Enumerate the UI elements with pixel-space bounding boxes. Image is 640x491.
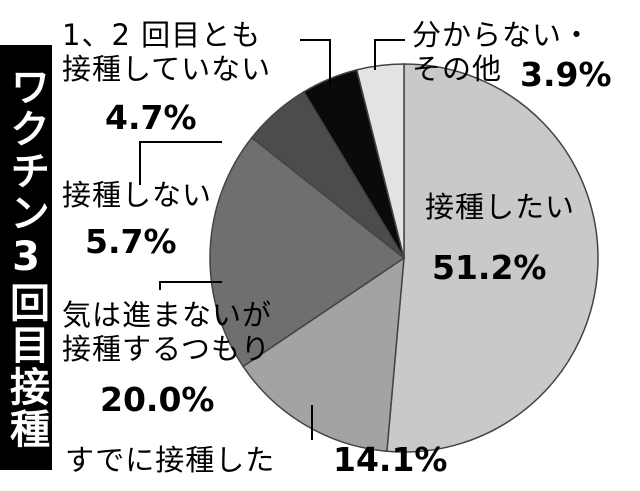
leader-line (300, 39, 331, 85)
pie-slice (386, 63, 599, 453)
slice-label: 気は進まないが 接種するつもり (62, 298, 273, 366)
pie-slice (355, 63, 405, 259)
value-label: 3.9% (520, 55, 612, 94)
leader-line (374, 39, 405, 70)
value-label: 5.7% (85, 222, 177, 261)
pie-slice (209, 136, 406, 368)
value-label: 14.1% (333, 440, 448, 479)
slice-label: 接種しない (62, 178, 213, 212)
leader-line (139, 141, 222, 185)
slice-label: すでに接種した (65, 443, 276, 477)
slice-label: 1、2 回目とも 接種していない (62, 18, 272, 86)
value-label: 51.2% (432, 248, 547, 287)
slice-label: 分からない・ その他 (412, 18, 593, 86)
pie-slice (242, 256, 405, 453)
value-label: 4.7% (105, 98, 197, 137)
value-label: 20.0% (100, 380, 215, 419)
leader-line (159, 281, 222, 290)
chart-title: ワクチン3回目接種 (0, 45, 52, 470)
slice-label: 接種したい (425, 190, 576, 224)
leader-lines (139, 39, 405, 440)
